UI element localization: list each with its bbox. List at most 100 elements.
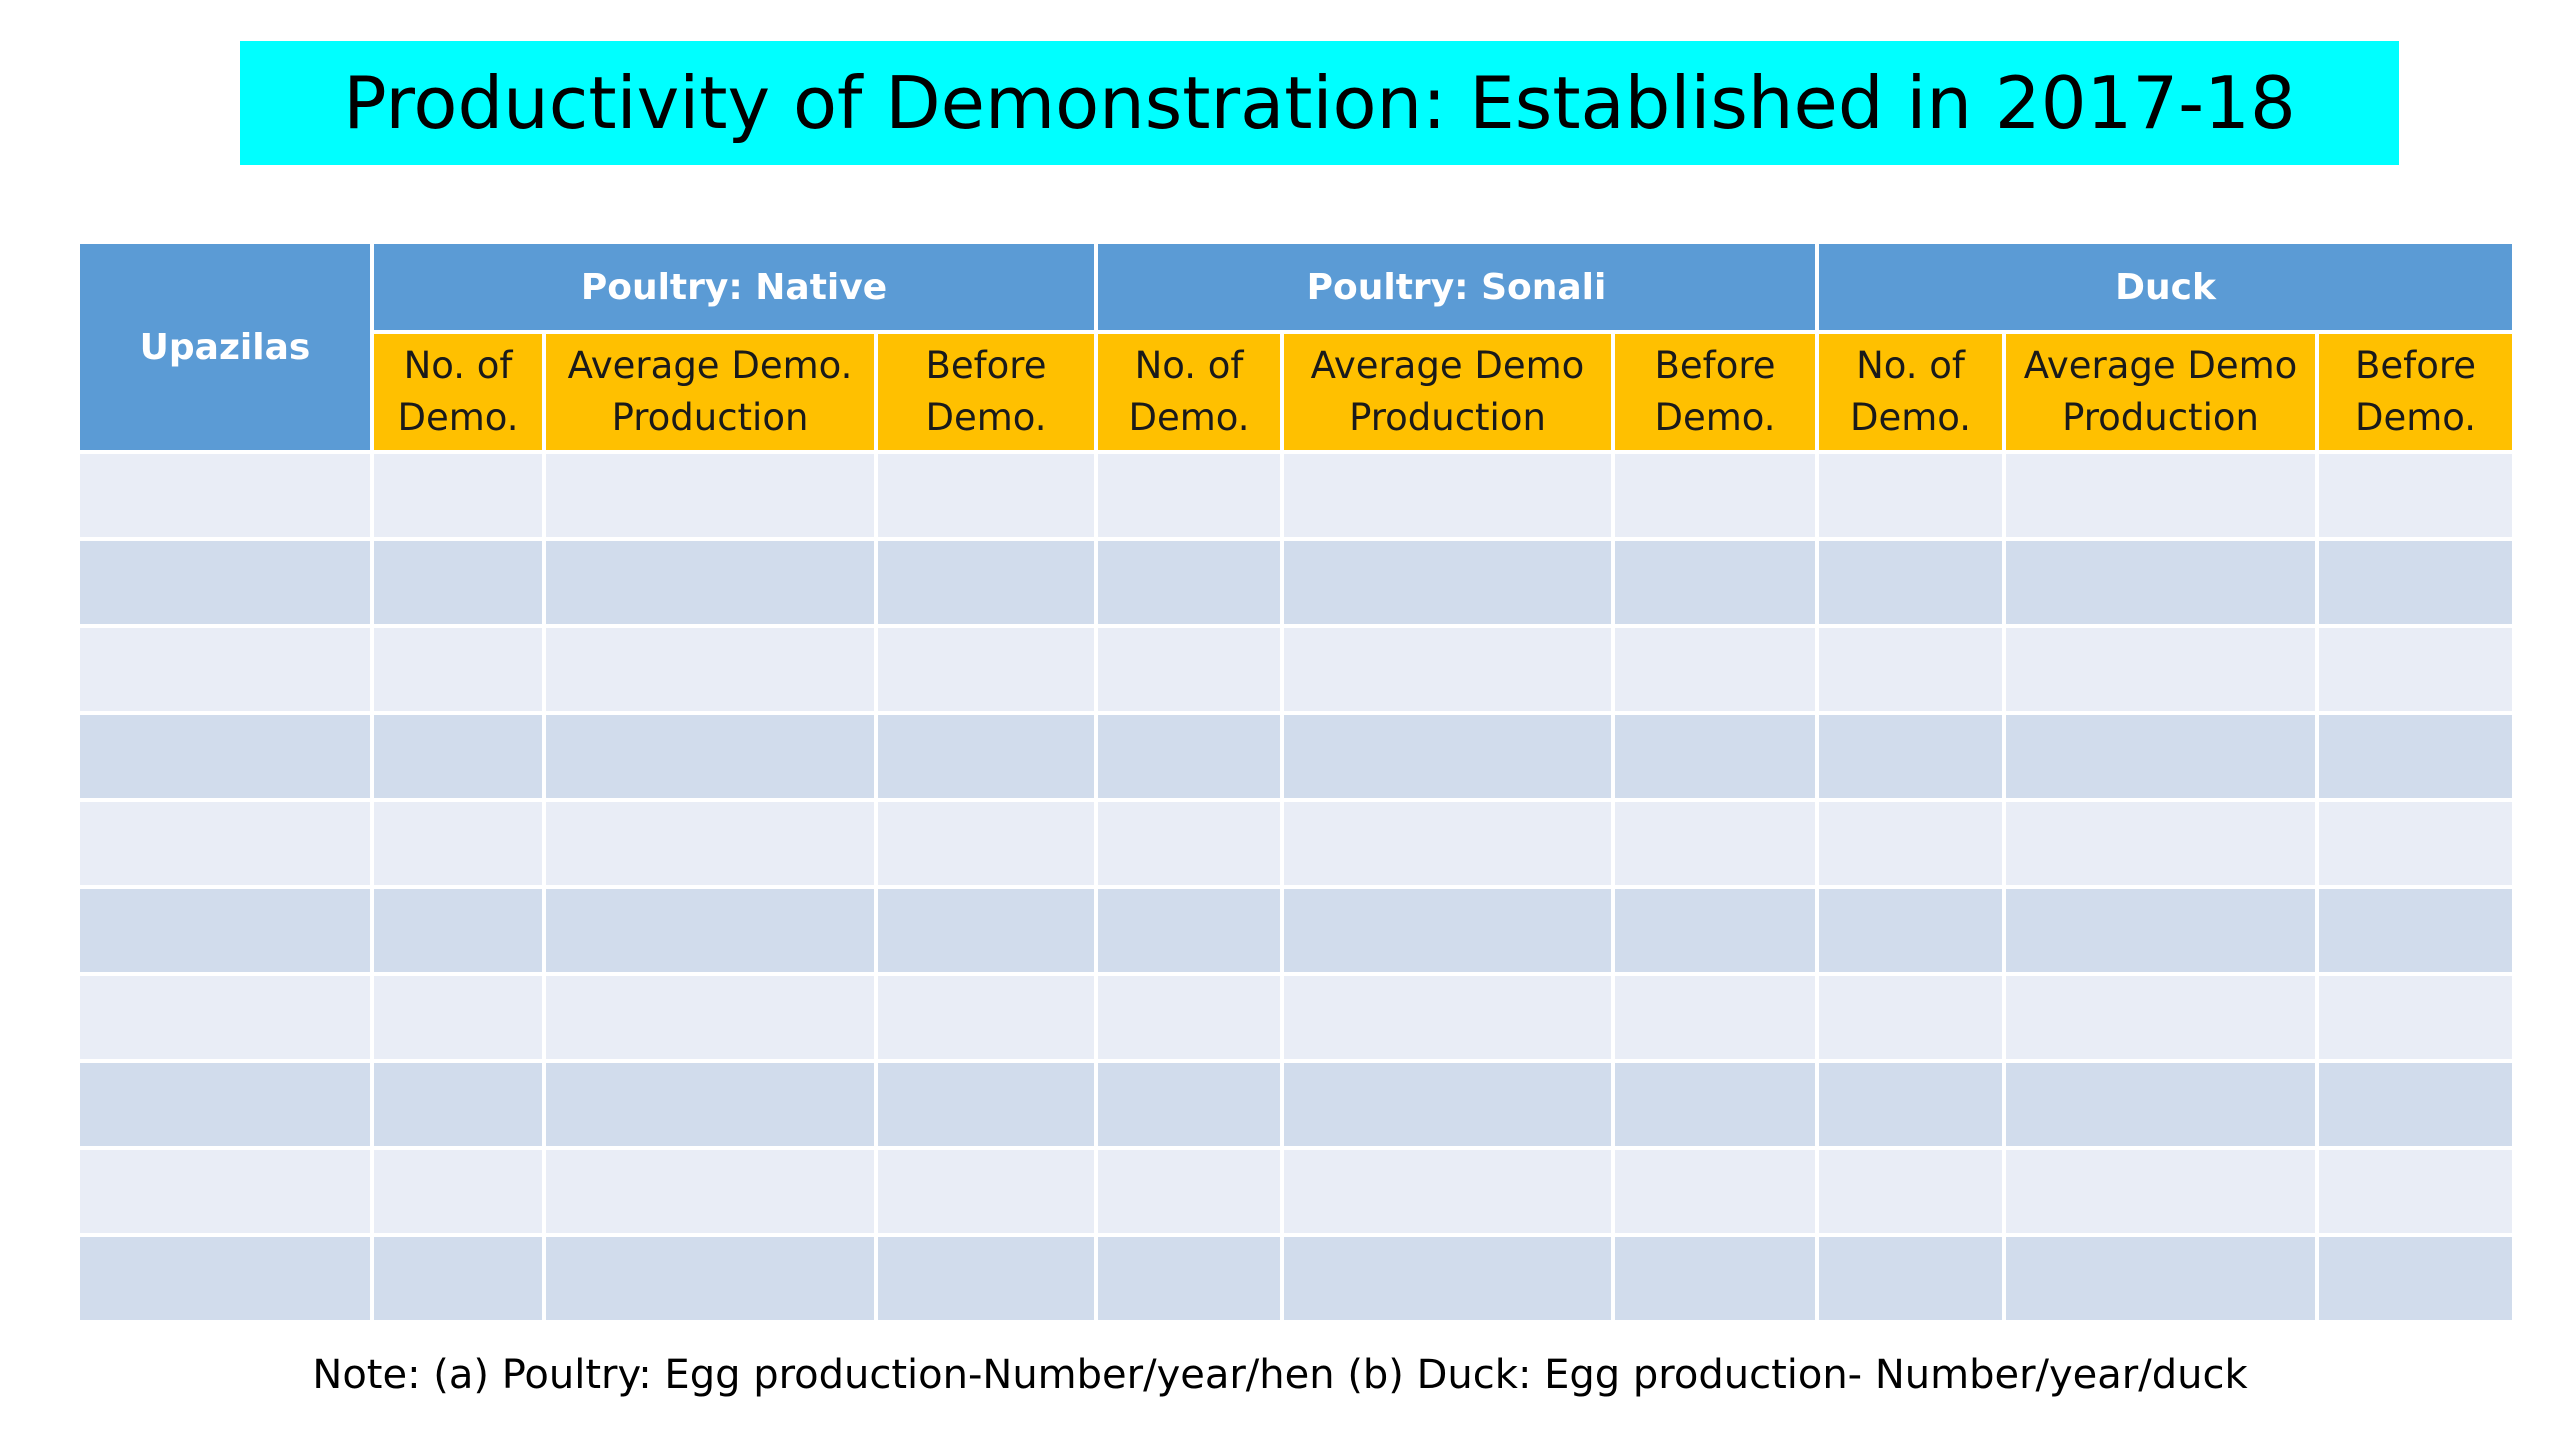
table-cell — [1610, 711, 1820, 802]
table-cell — [1094, 885, 1284, 976]
page-title: Productivity of Demonstration: Establish… — [343, 61, 2296, 145]
table-cell — [874, 624, 1098, 715]
upazila-cell — [76, 1146, 374, 1237]
table-cell — [2002, 537, 2320, 628]
table-cell — [1610, 972, 1820, 1063]
table-cell — [1815, 1146, 2007, 1237]
upazila-cell — [76, 537, 374, 628]
table-cell — [1815, 972, 2007, 1063]
table-cell — [370, 537, 546, 628]
table-cell — [874, 885, 1098, 976]
header-line: No. of — [1856, 344, 1965, 387]
table-cell — [1815, 1233, 2007, 1324]
header-line: Average Demo. — [567, 344, 853, 387]
table-cell — [2002, 972, 2320, 1063]
table-cell — [370, 972, 546, 1063]
table-cell — [2315, 885, 2517, 976]
header-line: Demo. — [1654, 396, 1776, 439]
table-cell — [370, 798, 546, 889]
table-cell — [1610, 798, 1820, 889]
table-cell — [542, 711, 878, 802]
table-cell — [370, 1146, 546, 1237]
header-line: Demo. — [2355, 396, 2477, 439]
table-row — [76, 711, 2517, 802]
table-row — [76, 450, 2517, 541]
table-cell — [370, 1233, 546, 1324]
table-cell — [2002, 1146, 2320, 1237]
table-cell — [542, 798, 878, 889]
table-cell — [1094, 972, 1284, 1063]
header-line: Production — [1349, 396, 1546, 439]
upazila-cell — [76, 624, 374, 715]
table-cell — [542, 537, 878, 628]
footnote: Note: (a) Poultry: Egg production-Number… — [312, 1352, 2248, 1398]
table-cell — [2002, 885, 2320, 976]
table-cell — [1815, 885, 2007, 976]
header-line: Before — [2355, 344, 2477, 387]
table-cell — [2002, 711, 2320, 802]
table-cell — [542, 450, 878, 541]
table-cell — [370, 711, 546, 802]
table-cell — [874, 450, 1098, 541]
table-cell — [1094, 537, 1284, 628]
table-cell — [2315, 450, 2517, 541]
table-cell — [1280, 1233, 1615, 1324]
header-line: Demo. — [1128, 396, 1250, 439]
table-cell — [370, 450, 546, 541]
table-cell — [1094, 450, 1284, 541]
table-cell — [1280, 1146, 1615, 1237]
table-cell — [1815, 798, 2007, 889]
table-cell — [2315, 1059, 2517, 1150]
table-cell — [1610, 1233, 1820, 1324]
header-line: Demo. — [397, 396, 519, 439]
column-header-sonali-before-demo: Before Demo. — [1610, 330, 1820, 454]
table-cell — [2002, 1059, 2320, 1150]
table-cell — [2315, 624, 2517, 715]
table-body — [76, 450, 2517, 1324]
table-cell — [1280, 972, 1615, 1063]
table-cell — [874, 1233, 1098, 1324]
header-line: Before — [1654, 344, 1776, 387]
table-cell — [1094, 798, 1284, 889]
upazila-cell — [76, 711, 374, 802]
table-cell — [1094, 1146, 1284, 1237]
header-line: Before — [925, 344, 1047, 387]
table-cell — [1610, 624, 1820, 715]
header-line: Demo. — [1849, 396, 1972, 439]
table-cell — [2002, 798, 2320, 889]
table-cell — [542, 1059, 878, 1150]
table-cell — [1815, 537, 2007, 628]
table-row — [76, 1146, 2517, 1237]
header-line: No. of — [403, 344, 513, 387]
group-header-duck: Duck — [1815, 240, 2517, 334]
table-cell — [2315, 1233, 2517, 1324]
group-header-poultry-native: Poultry: Native — [370, 240, 1098, 334]
table-row — [76, 885, 2517, 976]
table-cell — [1610, 450, 1820, 541]
table-cell — [542, 1146, 878, 1237]
table-cell — [1280, 624, 1615, 715]
table-cell — [1815, 711, 2007, 802]
column-header-native-before-demo: Before Demo. — [874, 330, 1098, 454]
table-cell — [874, 798, 1098, 889]
table-cell — [370, 885, 546, 976]
column-header-duck-average-demo-production: Average Demo Production — [2002, 330, 2320, 454]
group-header-row: Upazilas Poultry: Native Poultry: Sonali… — [76, 240, 2517, 454]
table-cell — [2315, 711, 2517, 802]
table-cell — [2315, 798, 2517, 889]
table-cell — [874, 537, 1098, 628]
table-cell — [542, 624, 878, 715]
table-cell — [874, 1059, 1098, 1150]
table-row — [76, 1059, 2517, 1150]
table-row — [76, 798, 2517, 889]
table-cell — [542, 885, 878, 976]
table-cell — [1815, 450, 2007, 541]
upazila-cell — [76, 885, 374, 976]
column-header-native-no-of-demo: No. of Demo. — [370, 330, 546, 454]
table-cell — [2315, 1146, 2517, 1237]
table-cell — [542, 972, 878, 1063]
upazila-cell — [76, 450, 374, 541]
table-cell — [1280, 798, 1615, 889]
upazila-cell — [76, 798, 374, 889]
productivity-table: Upazilas Poultry: Native Poultry: Sonali… — [76, 240, 2517, 1324]
